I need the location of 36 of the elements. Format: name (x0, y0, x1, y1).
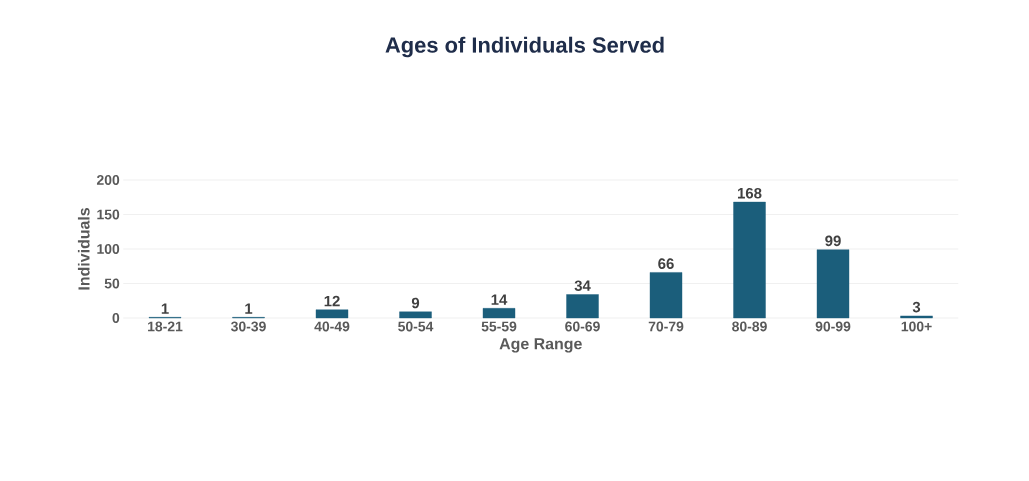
data-label: 3 (912, 301, 921, 313)
x-axis-title: Age Range (499, 338, 582, 353)
bar (399, 311, 432, 319)
x-tick-label: 55-59 (481, 321, 517, 332)
x-tick-label: 70-79 (648, 321, 684, 332)
data-label: 14 (491, 294, 508, 305)
y-tick-label: 200 (96, 175, 120, 185)
x-tick-label: 80-89 (732, 321, 767, 332)
data-label: 12 (324, 295, 340, 307)
data-label: 1 (161, 303, 169, 314)
x-tick-label: 50-54 (398, 321, 434, 332)
x-tick-label: 90-99 (815, 321, 851, 332)
x-tick-label: 60-69 (565, 321, 600, 332)
bar (649, 272, 683, 319)
x-tick-label: 18-21 (148, 321, 183, 332)
data-label: 66 (658, 258, 674, 269)
y-axis-title: Individuals (77, 208, 90, 290)
data-label: 168 (737, 187, 762, 199)
y-tick-label: 150 (97, 209, 120, 220)
x-tick-label: 40-49 (314, 321, 350, 332)
chart-title: Ages of Individuals Served (385, 36, 664, 58)
data-label: 1 (245, 303, 253, 314)
x-tick-label: 30-39 (230, 321, 266, 332)
bar (816, 249, 850, 319)
y-tick-label: 0 (112, 313, 120, 323)
bar (482, 308, 516, 319)
data-label: 34 (574, 280, 591, 292)
bar (900, 315, 933, 319)
y-tick-label: 100 (97, 244, 120, 254)
data-label: 9 (411, 297, 420, 309)
bar (566, 294, 599, 319)
x-tick-label: 100+ (901, 321, 932, 332)
data-label: 99 (825, 235, 841, 247)
bar (733, 201, 766, 319)
y-tick-label: 50 (104, 278, 120, 289)
bar (315, 309, 349, 319)
